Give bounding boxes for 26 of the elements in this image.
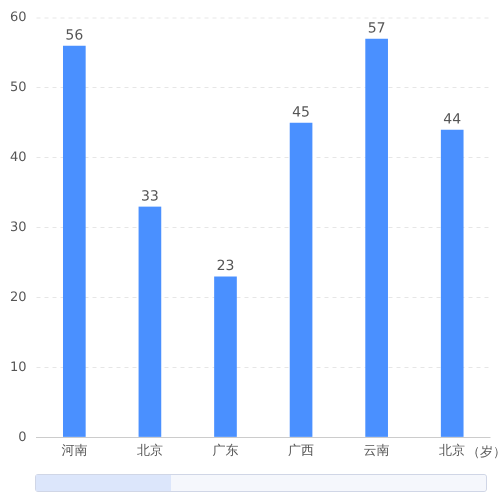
x-tick-label: 河南 [61, 444, 88, 459]
data-label: 56 [65, 27, 84, 44]
y-tick-label: 50 [10, 80, 27, 96]
data-label: 57 [368, 20, 386, 36]
x-tick-label: 云南 [364, 444, 390, 459]
data-label: 44 [443, 111, 462, 128]
bar [138, 206, 162, 437]
bar [440, 130, 464, 437]
y-tick-label: 0 [18, 430, 27, 445]
y-tick-label: 60 [10, 10, 27, 26]
y-tick-label: 20 [10, 290, 27, 305]
y-tick-label: 30 [10, 220, 27, 235]
x-tick-label: 广西 [288, 444, 314, 459]
data-label: 23 [216, 258, 234, 274]
x-tick-label: 北京 [136, 444, 163, 459]
bar [365, 38, 388, 437]
x-tick-label: 广东 [212, 444, 238, 459]
bar [290, 122, 312, 437]
bar [62, 46, 86, 437]
y-tick-label: 10 [10, 360, 27, 375]
x-tick-label: 北京 [439, 444, 466, 459]
bar [214, 276, 237, 437]
data-label: 33 [140, 188, 159, 204]
data-label: 45 [292, 104, 310, 120]
y-tick-label: 40 [10, 150, 27, 166]
x-axis-title: （岁） [467, 444, 500, 460]
